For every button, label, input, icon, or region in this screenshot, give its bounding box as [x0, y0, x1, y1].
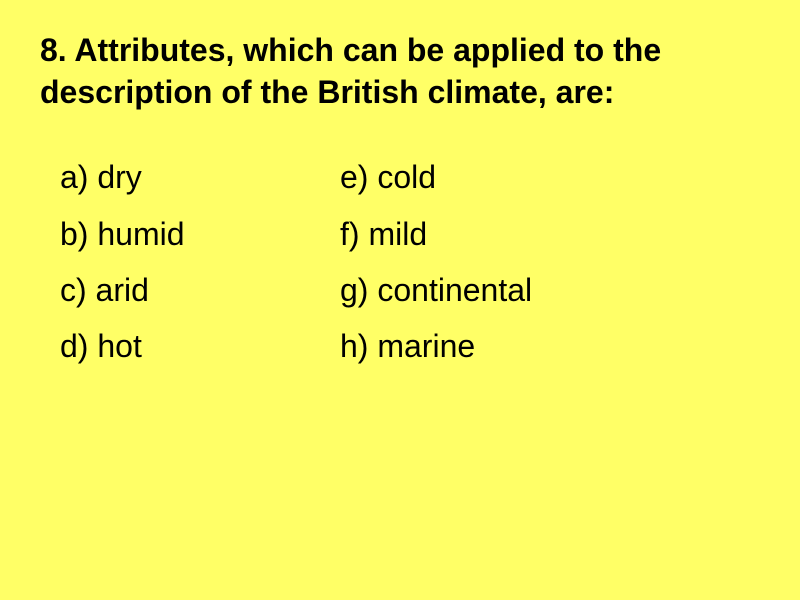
- option-g: g) continental: [340, 271, 760, 309]
- option-d: d) hot: [60, 327, 340, 365]
- options-container: a) dry b) humid c) arid d) hot e) cold f…: [40, 158, 760, 366]
- options-column-left: a) dry b) humid c) arid d) hot: [60, 158, 340, 366]
- option-e: e) cold: [340, 158, 760, 196]
- option-f: f) mild: [340, 215, 760, 253]
- question-title: 8. Attributes, which can be applied to t…: [40, 30, 760, 113]
- option-h: h) marine: [340, 327, 760, 365]
- option-a: a) dry: [60, 158, 340, 196]
- option-b: b) humid: [60, 215, 340, 253]
- option-c: c) arid: [60, 271, 340, 309]
- options-column-right: e) cold f) mild g) continental h) marine: [340, 158, 760, 366]
